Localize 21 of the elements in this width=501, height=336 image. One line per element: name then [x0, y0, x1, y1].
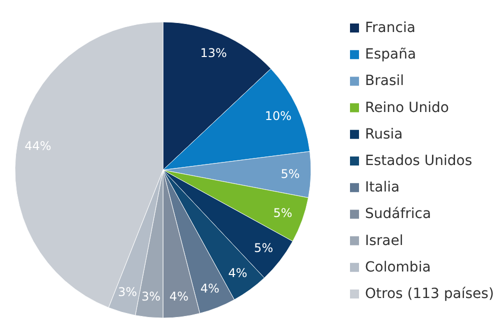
legend-label: Israel [365, 232, 404, 249]
data-label: 3% [118, 285, 138, 300]
data-label: 10% [264, 108, 292, 123]
legend-label: España [365, 46, 416, 63]
legend-label: Reino Unido [365, 100, 449, 116]
data-label: 5% [273, 206, 292, 220]
legend-label: Rusia [365, 126, 403, 142]
legend-label: Italia [365, 180, 400, 196]
data-label: 4% [169, 289, 188, 304]
data-label: 5% [254, 241, 274, 256]
legend-label: Francia [365, 20, 416, 36]
legend-label: Otros (113 países) [365, 286, 494, 302]
legend-label: Colombia [365, 259, 431, 276]
data-label: 4% [228, 266, 248, 280]
data-label: 4% [200, 281, 220, 296]
data-label: 5% [280, 167, 300, 181]
legend-label: Sudáfrica [365, 206, 432, 222]
legend-label: Estados Unidos [365, 153, 472, 169]
data-label: 3% [142, 290, 161, 304]
data-label: 13% [200, 46, 227, 60]
legend-label: Brasil [365, 73, 404, 90]
